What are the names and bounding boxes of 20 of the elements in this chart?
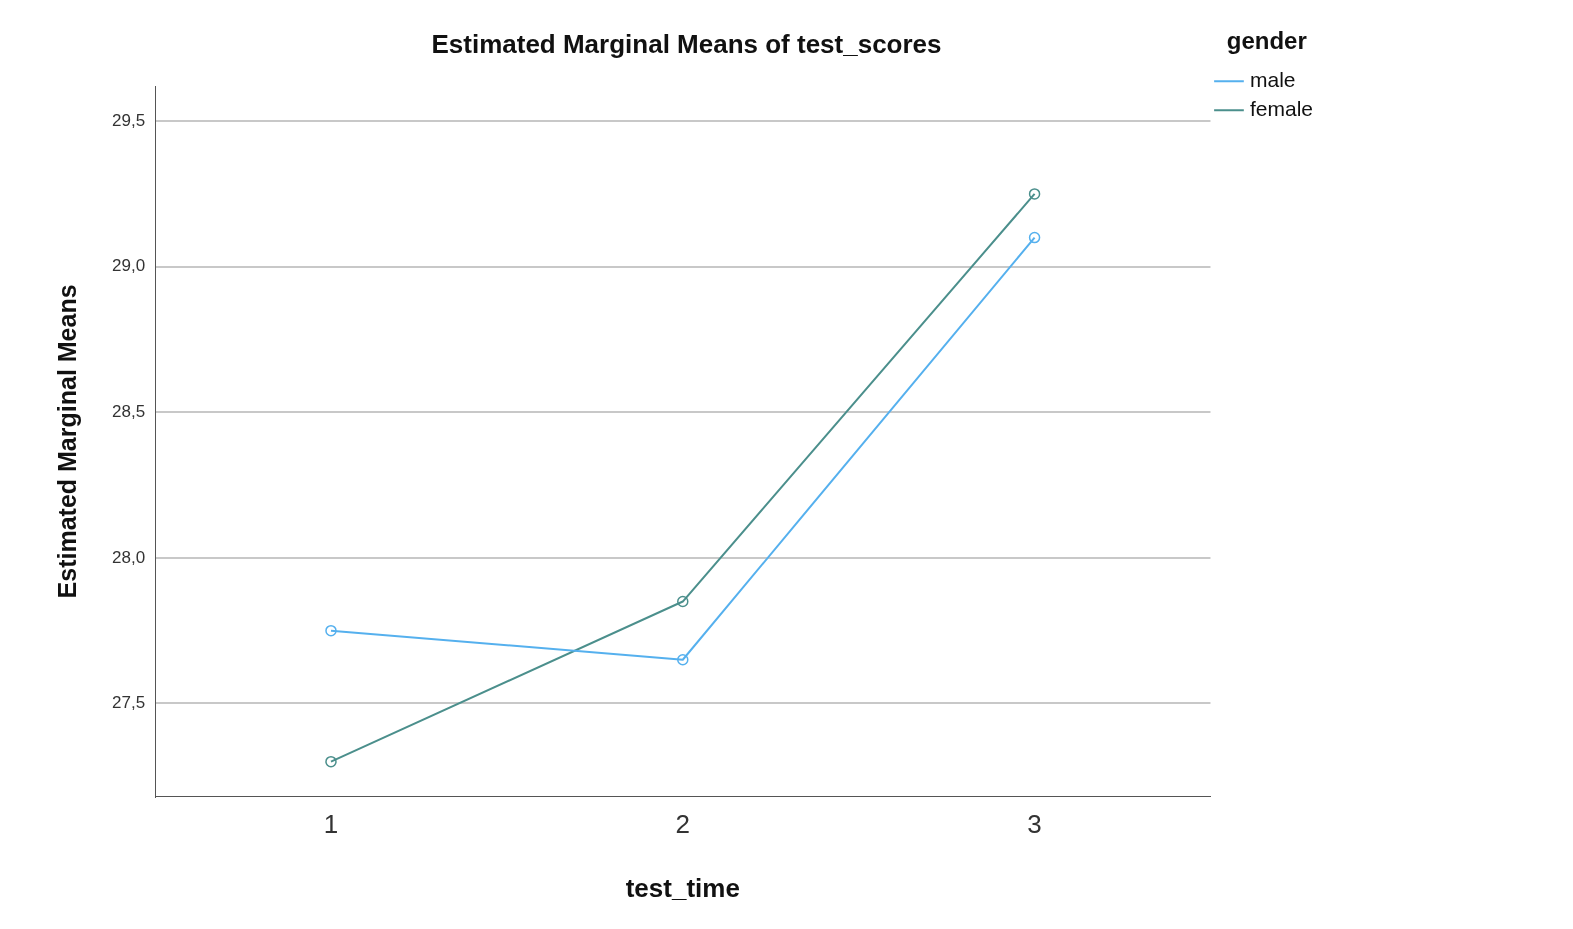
y-tick-label: 28,0 <box>111 547 146 567</box>
y-tick-label: 29,5 <box>111 110 146 130</box>
legend-label: female <box>1249 97 1313 121</box>
y-tick-label: 28,5 <box>111 401 146 421</box>
y-tick-label: 29,0 <box>111 256 146 276</box>
chart-title: Estimated Marginal Means of test_scores <box>431 28 942 59</box>
y-tick-label: 27,5 <box>111 693 146 713</box>
x-axis-title: test_time <box>625 872 740 903</box>
point <box>1028 231 1041 244</box>
x-tick-label: 1 <box>323 809 339 840</box>
point <box>325 624 337 637</box>
legend-label: male <box>1249 68 1296 92</box>
legend-title: gender <box>1226 26 1307 54</box>
y-axis-title: Estimated Marginal Means <box>52 284 81 599</box>
x-tick-label: 3 <box>1027 809 1042 840</box>
point <box>325 755 337 768</box>
point <box>1028 188 1041 200</box>
point <box>677 595 689 608</box>
point <box>677 654 689 666</box>
x-tick-label: 2 <box>675 809 691 840</box>
